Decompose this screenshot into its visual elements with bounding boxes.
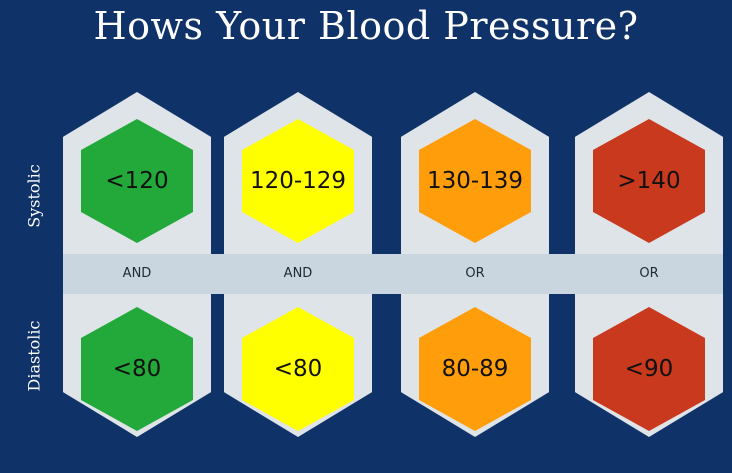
systolic-row-label: Systolic bbox=[24, 164, 44, 228]
category-column-3: 130-139 OR 80-89 bbox=[401, 92, 549, 437]
systolic-hexagon: 120-129 bbox=[242, 119, 354, 243]
page-title: Hows Your Blood Pressure? bbox=[93, 4, 639, 48]
systolic-hexagon: <120 bbox=[81, 119, 193, 243]
systolic-hexagon: >140 bbox=[593, 119, 705, 243]
connector-strip bbox=[401, 254, 549, 294]
category-column-1: <120 AND <80 bbox=[63, 92, 211, 437]
connector-label: OR bbox=[465, 266, 485, 281]
systolic-hexagon: 130-139 bbox=[419, 119, 531, 243]
connector-label: AND bbox=[122, 266, 152, 281]
category-column-4: >140 OR <90 bbox=[575, 92, 723, 437]
diastolic-hexagon: <90 bbox=[593, 307, 705, 431]
connector-strip bbox=[63, 254, 211, 294]
connector-strip bbox=[224, 254, 372, 294]
connector-label: OR bbox=[639, 266, 659, 281]
diastolic-row-label: Diastolic bbox=[24, 320, 44, 392]
category-column-2: 120-129 AND <80 bbox=[224, 92, 372, 437]
connector-label: AND bbox=[283, 266, 313, 281]
connector-strip bbox=[575, 254, 723, 294]
